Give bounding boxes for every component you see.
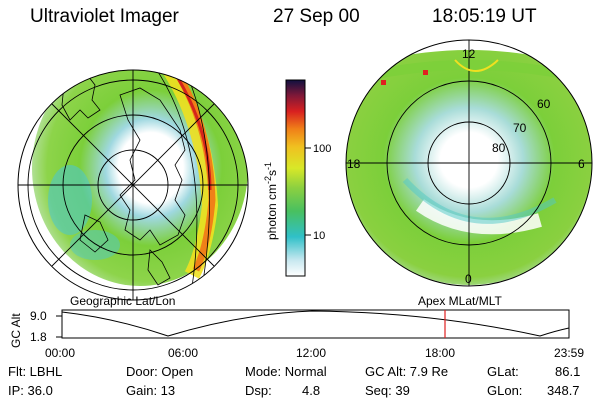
mlt-label-6: 6 [578, 157, 585, 171]
dayside-arc-marker [454, 59, 499, 72]
colorbar: 100 10 photon cm-2s-1 [263, 79, 331, 277]
coastline-south [147, 249, 171, 286]
status-glon-value: 348.7 [547, 383, 580, 398]
mlat-label-70: 70 [513, 121, 527, 135]
status-gc-alt: GC Alt: 7.9 Re [365, 364, 449, 379]
altitude-curve [61, 310, 570, 337]
status-dsp-value: 4.8 [302, 383, 321, 398]
magnetic-map-panel: 12 18 6 0 60 70 80 [345, 39, 593, 287]
status-glat-value: 86.1 [555, 364, 581, 379]
aurora-arc-red [174, 74, 212, 191]
x-tick-0600: 06:00 [168, 346, 198, 360]
marker-red-2 [423, 70, 428, 75]
x-tick-1200: 12:00 [296, 346, 326, 360]
mlt-label-18: 18 [347, 157, 361, 171]
status-glat-label: GLat: [487, 364, 519, 379]
right-panel-caption: Apex MLat/MLT [418, 294, 502, 308]
status-glon-label: GLon: [487, 383, 523, 398]
altitude-plot-frame [61, 309, 570, 339]
altitude-strip: Geographic Lat/Lon Apex MLat/MLT GC Alt … [9, 294, 584, 360]
status-dsp-label: Dsp: [245, 383, 272, 398]
colorbar-gradient [285, 79, 306, 277]
status-door: Door: Open [126, 364, 194, 379]
colorbar-tick-10: 10 [313, 230, 325, 242]
x-tick-2359: 23:59 [554, 346, 584, 360]
mlt-label-12: 12 [462, 47, 476, 61]
geographic-grid [18, 70, 248, 300]
header-title: Ultraviolet Imager [30, 6, 179, 27]
colorbar-units-label: photon cm-2s-1 [263, 162, 279, 240]
altitude-min-label: 1.8 [30, 330, 47, 344]
geographic-map-panel [17, 69, 249, 301]
altitude-max-label: 9.0 [30, 309, 47, 323]
header-time: 18:05:19 UT [432, 6, 537, 27]
marker-red-1 [381, 80, 386, 85]
colorbar-tick-100: 100 [313, 143, 331, 155]
mlt-label-0: 0 [465, 272, 472, 286]
mlat-label-60: 60 [537, 97, 551, 111]
status-filter: Flt: LBHL [8, 364, 63, 379]
status-gain: Gain: 13 [126, 383, 176, 398]
x-tick-0000: 00:00 [45, 346, 75, 360]
status-ip: IP: 36.0 [8, 383, 53, 398]
x-tick-1800: 18:00 [425, 346, 455, 360]
altitude-axis-label: GC Alt [9, 313, 23, 348]
status-seq: Seq: 39 [365, 383, 410, 398]
magnetic-boundary [345, 39, 593, 287]
geographic-boundary [17, 69, 249, 301]
status-mode: Mode: Normal [245, 364, 327, 379]
mlat-label-80: 80 [492, 141, 506, 155]
coastline-continent [119, 87, 186, 246]
header-date: 27 Sep 00 [273, 6, 360, 27]
left-panel-caption: Geographic Lat/Lon [70, 294, 175, 308]
magnetic-grid [346, 40, 592, 286]
